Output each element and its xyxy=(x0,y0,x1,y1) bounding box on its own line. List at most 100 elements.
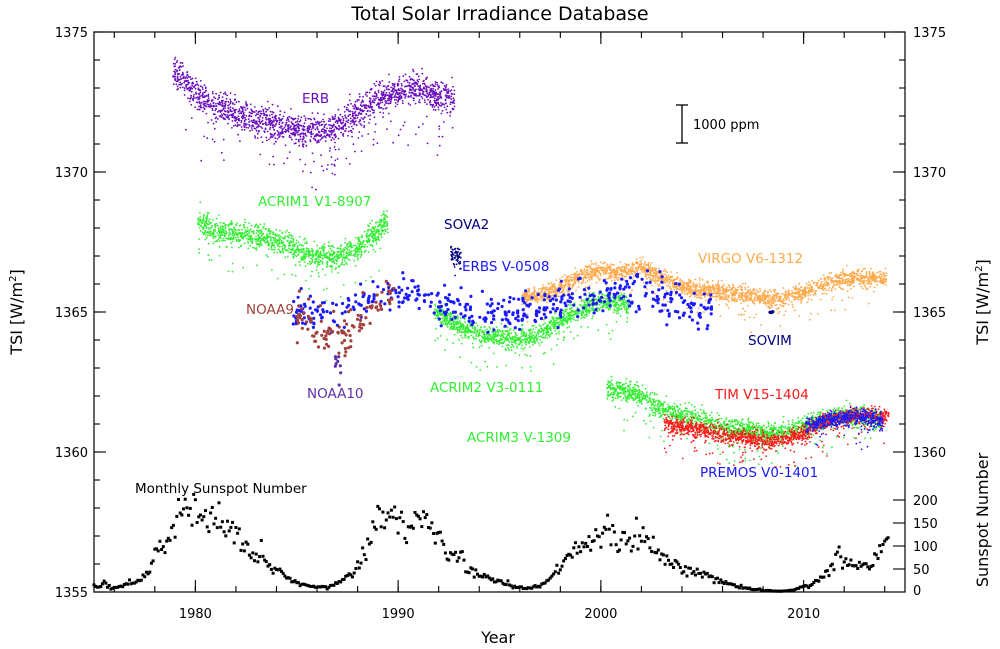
data-point xyxy=(749,459,751,462)
data-point xyxy=(299,124,301,127)
data-point xyxy=(248,120,251,123)
data-point xyxy=(187,97,189,100)
data-point xyxy=(394,95,396,98)
data-point xyxy=(239,124,241,126)
data-point xyxy=(441,102,444,105)
data-point xyxy=(265,110,267,113)
data-point xyxy=(383,93,386,96)
data-point xyxy=(648,436,651,439)
data-point xyxy=(528,330,531,333)
data-point xyxy=(433,101,436,104)
data-point xyxy=(349,130,352,132)
data-point xyxy=(260,136,263,139)
data-point xyxy=(363,124,366,127)
data-point xyxy=(242,223,245,226)
data-point xyxy=(797,420,800,423)
data-point xyxy=(328,124,330,126)
data-point xyxy=(718,414,720,417)
data-point xyxy=(297,250,300,253)
data-point xyxy=(174,56,177,59)
data-point xyxy=(292,118,294,121)
data-point xyxy=(301,258,304,261)
data-point xyxy=(375,93,378,95)
data-point xyxy=(626,316,629,319)
data-point xyxy=(297,139,300,142)
data-point xyxy=(476,329,479,332)
data-point xyxy=(181,82,184,85)
data-point xyxy=(401,102,404,105)
data-point xyxy=(249,103,252,106)
data-point xyxy=(229,92,232,94)
data-point xyxy=(254,114,257,117)
data-point xyxy=(371,95,374,97)
data-point xyxy=(567,315,570,317)
data-point xyxy=(188,90,191,92)
data-point xyxy=(649,420,652,422)
data-point xyxy=(572,337,575,340)
data-point xyxy=(228,229,231,232)
data-point xyxy=(330,163,333,166)
data-point xyxy=(663,440,665,443)
data-point xyxy=(174,68,177,71)
data-point xyxy=(298,120,301,123)
data-point xyxy=(273,241,276,244)
data-point xyxy=(296,254,299,257)
data-point xyxy=(338,148,340,151)
data-point xyxy=(392,84,394,87)
data-point xyxy=(440,102,442,104)
data-point xyxy=(399,97,401,99)
data-point xyxy=(207,103,210,106)
data-point xyxy=(226,110,229,112)
data-point xyxy=(222,239,224,242)
data-point xyxy=(267,230,270,232)
data-point xyxy=(344,122,347,125)
data-point xyxy=(212,122,215,125)
data-point xyxy=(369,243,372,246)
data-point xyxy=(496,366,498,368)
data-point xyxy=(174,65,177,68)
data-point xyxy=(205,112,208,115)
data-point xyxy=(218,230,221,233)
data-point xyxy=(267,118,270,121)
data-point xyxy=(366,240,369,243)
data-point xyxy=(353,103,356,106)
data-point xyxy=(220,113,223,116)
data-point xyxy=(717,448,719,450)
data-point xyxy=(401,84,403,87)
data-point xyxy=(232,107,234,110)
data-point xyxy=(297,129,300,132)
data-point xyxy=(242,112,245,115)
data-point xyxy=(365,91,367,94)
data-point xyxy=(298,244,301,247)
data-point xyxy=(202,100,205,103)
data-point xyxy=(352,116,355,119)
data-point xyxy=(456,316,459,319)
data-point xyxy=(233,230,235,233)
data-point xyxy=(449,90,452,92)
data-point xyxy=(303,125,306,128)
data-point xyxy=(216,102,219,105)
data-point xyxy=(224,239,226,242)
data-point xyxy=(492,338,495,341)
data-point xyxy=(316,244,319,247)
data-point xyxy=(542,352,545,355)
data-point xyxy=(770,424,773,427)
data-point xyxy=(347,119,350,122)
data-point xyxy=(400,87,402,90)
data-point xyxy=(409,78,412,81)
data-point xyxy=(446,322,449,325)
data-point xyxy=(240,126,243,128)
data-point xyxy=(305,247,308,250)
data-point xyxy=(311,256,314,258)
data-point xyxy=(213,229,216,232)
data-point xyxy=(553,326,556,329)
data-point xyxy=(592,308,595,311)
data-point xyxy=(256,132,259,135)
data-point xyxy=(268,123,271,125)
data-point xyxy=(468,324,471,327)
data-point xyxy=(275,141,277,143)
data-point xyxy=(291,128,293,131)
data-point xyxy=(464,334,467,337)
data-point xyxy=(529,366,532,368)
data-point xyxy=(495,326,498,329)
